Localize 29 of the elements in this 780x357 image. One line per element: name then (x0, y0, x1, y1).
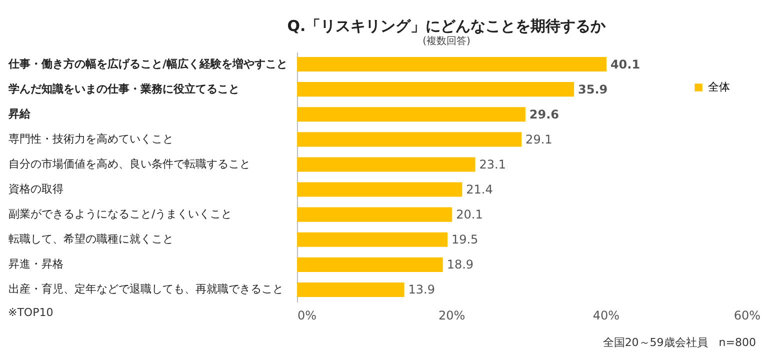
data-label: 35.9 (578, 82, 608, 96)
y-tick-label: 資格の取得 (8, 182, 64, 196)
data-label: 23.1 (479, 157, 506, 172)
data-label: 40.1 (610, 57, 640, 72)
text: ※TOP10 (8, 306, 54, 319)
x-tick-label: 0% (298, 308, 317, 322)
x-tick-label: 20% (438, 308, 466, 322)
y-tick-label: 専門性・技術力を高めていくこと (8, 132, 174, 146)
y-tick-label: 仕事・働き方の幅を広げること/幅広く経験を増やすこと (8, 57, 288, 70)
y-tick-label: 昇進・昇格 (8, 258, 64, 271)
data-label: 13.9 (408, 282, 435, 297)
data-label: 29.6 (529, 107, 560, 122)
chart-title: Q.「リスキリング」にどんなことを期待するか (287, 17, 607, 35)
x-tick-label: 60% (734, 308, 760, 322)
text: 全国20～59歳会社員 n=800 (602, 335, 756, 350)
y-tick-label: 学んだ知識をいまの仕事・業務に役立てること (8, 82, 240, 96)
data-label: 21.4 (466, 182, 493, 197)
data-label: 18.9 (446, 258, 474, 272)
y-tick-label: 自分の市場価値を高め、良い条件で転職すること (8, 157, 250, 170)
data-label: 29.1 (526, 132, 552, 146)
data-label: 19.5 (451, 232, 478, 247)
y-tick-label: 出産・育児、定年などで退職しても、再就職できること (8, 282, 284, 296)
y-tick-label: 昇給 (8, 107, 32, 120)
y-tick-label: 転職して、希望の職種に就くこと (8, 232, 174, 246)
x-tick-label: 40% (592, 308, 620, 322)
data-label: 20.1 (456, 208, 483, 222)
y-tick-label: 副業ができるようになること/うまくいくこと (8, 208, 232, 221)
legend-label: 全体 (708, 80, 730, 94)
chart-subtitle: (複数回答) (422, 35, 470, 47)
